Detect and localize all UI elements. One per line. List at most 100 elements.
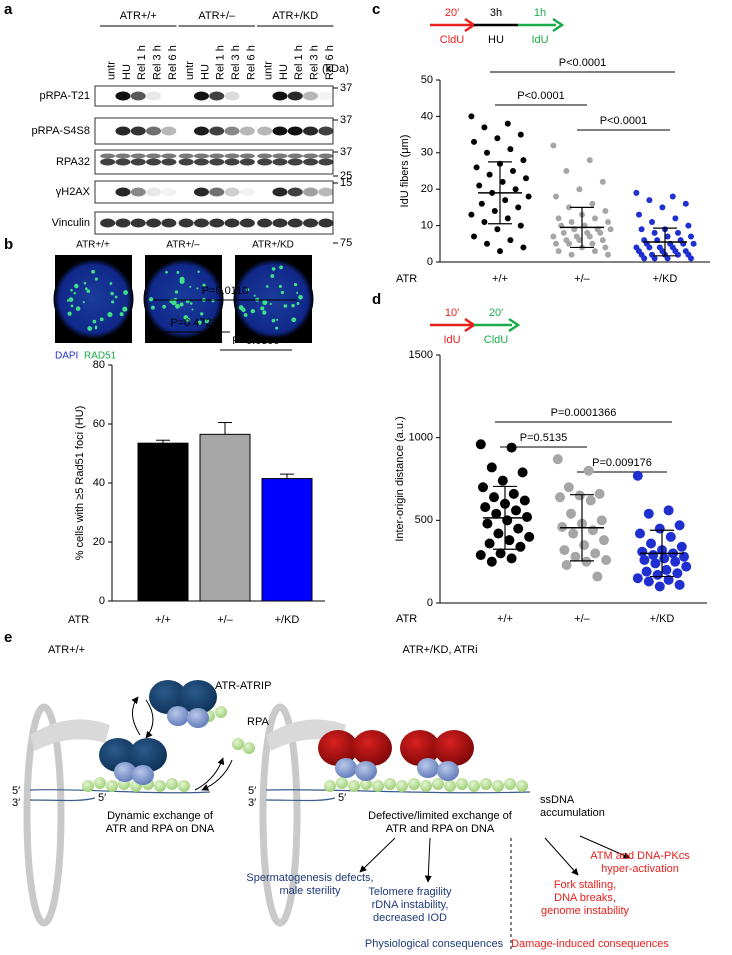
data-point (525, 193, 532, 200)
data-point (594, 488, 605, 499)
focus (83, 281, 87, 285)
band (318, 187, 334, 197)
focus (241, 307, 246, 313)
band (287, 158, 303, 166)
focus (111, 300, 115, 304)
band (272, 158, 288, 166)
focus (149, 297, 154, 302)
y-tick-label: 80 (93, 359, 105, 371)
p-value: P=0.5135 (520, 432, 567, 444)
outcome: male sterility (279, 885, 341, 897)
data-point (651, 229, 658, 236)
timeline-label: HU (488, 34, 504, 46)
data-point (557, 521, 568, 532)
outcome: ATM and DNA-PKcs (590, 850, 690, 862)
model-caption: Defective/limited exchange of (368, 810, 513, 822)
x-tick-label: +/KD (650, 613, 675, 625)
data-point (596, 515, 607, 526)
p-value: P<0.0001 (600, 115, 647, 127)
focus (91, 269, 95, 274)
focus (279, 265, 283, 270)
band (303, 187, 319, 197)
y-tick-label: 1500 (409, 349, 433, 361)
band (257, 153, 273, 159)
focus (179, 302, 184, 307)
p-value: P=0.0001366 (551, 407, 617, 419)
dna-end: 3′ (248, 797, 256, 809)
data-point (484, 240, 490, 247)
p-value: P=0.4721 (170, 317, 217, 329)
focus (82, 301, 85, 304)
data-point (675, 251, 681, 258)
band (257, 126, 273, 136)
focus (196, 287, 199, 290)
data-point (481, 124, 488, 131)
row-label: γH2AX (56, 186, 91, 198)
band (209, 187, 225, 197)
row-label: pRPA-T21 (39, 90, 90, 102)
data-point (510, 168, 516, 174)
data-point (588, 525, 598, 536)
data-point (478, 200, 485, 207)
data-point (685, 222, 692, 229)
focus (296, 291, 299, 294)
band (130, 218, 146, 228)
panel-letter: b (4, 236, 13, 253)
band (209, 91, 225, 101)
bar (137, 442, 189, 602)
data-point (589, 200, 596, 207)
focus (73, 292, 77, 295)
focus (179, 276, 185, 282)
focus (150, 305, 155, 310)
data-point (664, 255, 671, 262)
data-point (553, 240, 559, 247)
data-point (506, 442, 517, 453)
outcome: DNA breaks, (554, 892, 616, 904)
outcome: rDNA instability, (372, 899, 449, 911)
band (161, 218, 177, 228)
y-tick-label: 0 (427, 256, 433, 268)
band (193, 126, 209, 136)
data-point (504, 120, 511, 127)
data-point (592, 248, 598, 255)
band (318, 218, 334, 228)
focus (189, 302, 193, 305)
data-point (635, 528, 645, 539)
x-axis-label: ATR (68, 614, 89, 626)
consequence-label: Physiological consequences (365, 938, 504, 950)
model-title: ATR+/KD, ATRi (402, 644, 477, 656)
band (115, 187, 131, 197)
x-tick-label: +/– (217, 614, 233, 626)
lane-label: untr (106, 61, 118, 80)
band (100, 158, 116, 166)
data-point (476, 182, 483, 189)
data-point (681, 561, 692, 572)
band (193, 153, 209, 159)
data-point (648, 550, 659, 561)
y-axis-label: Inter-origin distance (a.u.) (394, 416, 406, 541)
y-tick-label: 50 (421, 74, 433, 86)
band (100, 153, 116, 159)
marker-label: 37 (340, 114, 352, 126)
timeline-duration: 20′ (445, 7, 459, 19)
lane-label: Rel 1 h (215, 45, 227, 80)
focus (84, 287, 88, 291)
data-point (676, 541, 687, 552)
row-label: RPA32 (56, 156, 90, 168)
data-point (669, 193, 676, 200)
lane-label: HU (278, 64, 290, 80)
p-value: P=0.0110 (202, 285, 249, 297)
data-point (495, 548, 506, 559)
row-label: pRPA-S4S8 (32, 125, 91, 137)
data-point (568, 528, 579, 539)
data-point (563, 168, 570, 174)
band (146, 158, 162, 166)
band (239, 158, 255, 166)
focus (174, 290, 179, 294)
focus (162, 304, 166, 309)
p-value: P<0.0001 (559, 57, 606, 69)
lane-label: HU (121, 64, 133, 80)
data-point (513, 523, 524, 534)
band (272, 187, 288, 197)
focus (202, 283, 206, 287)
